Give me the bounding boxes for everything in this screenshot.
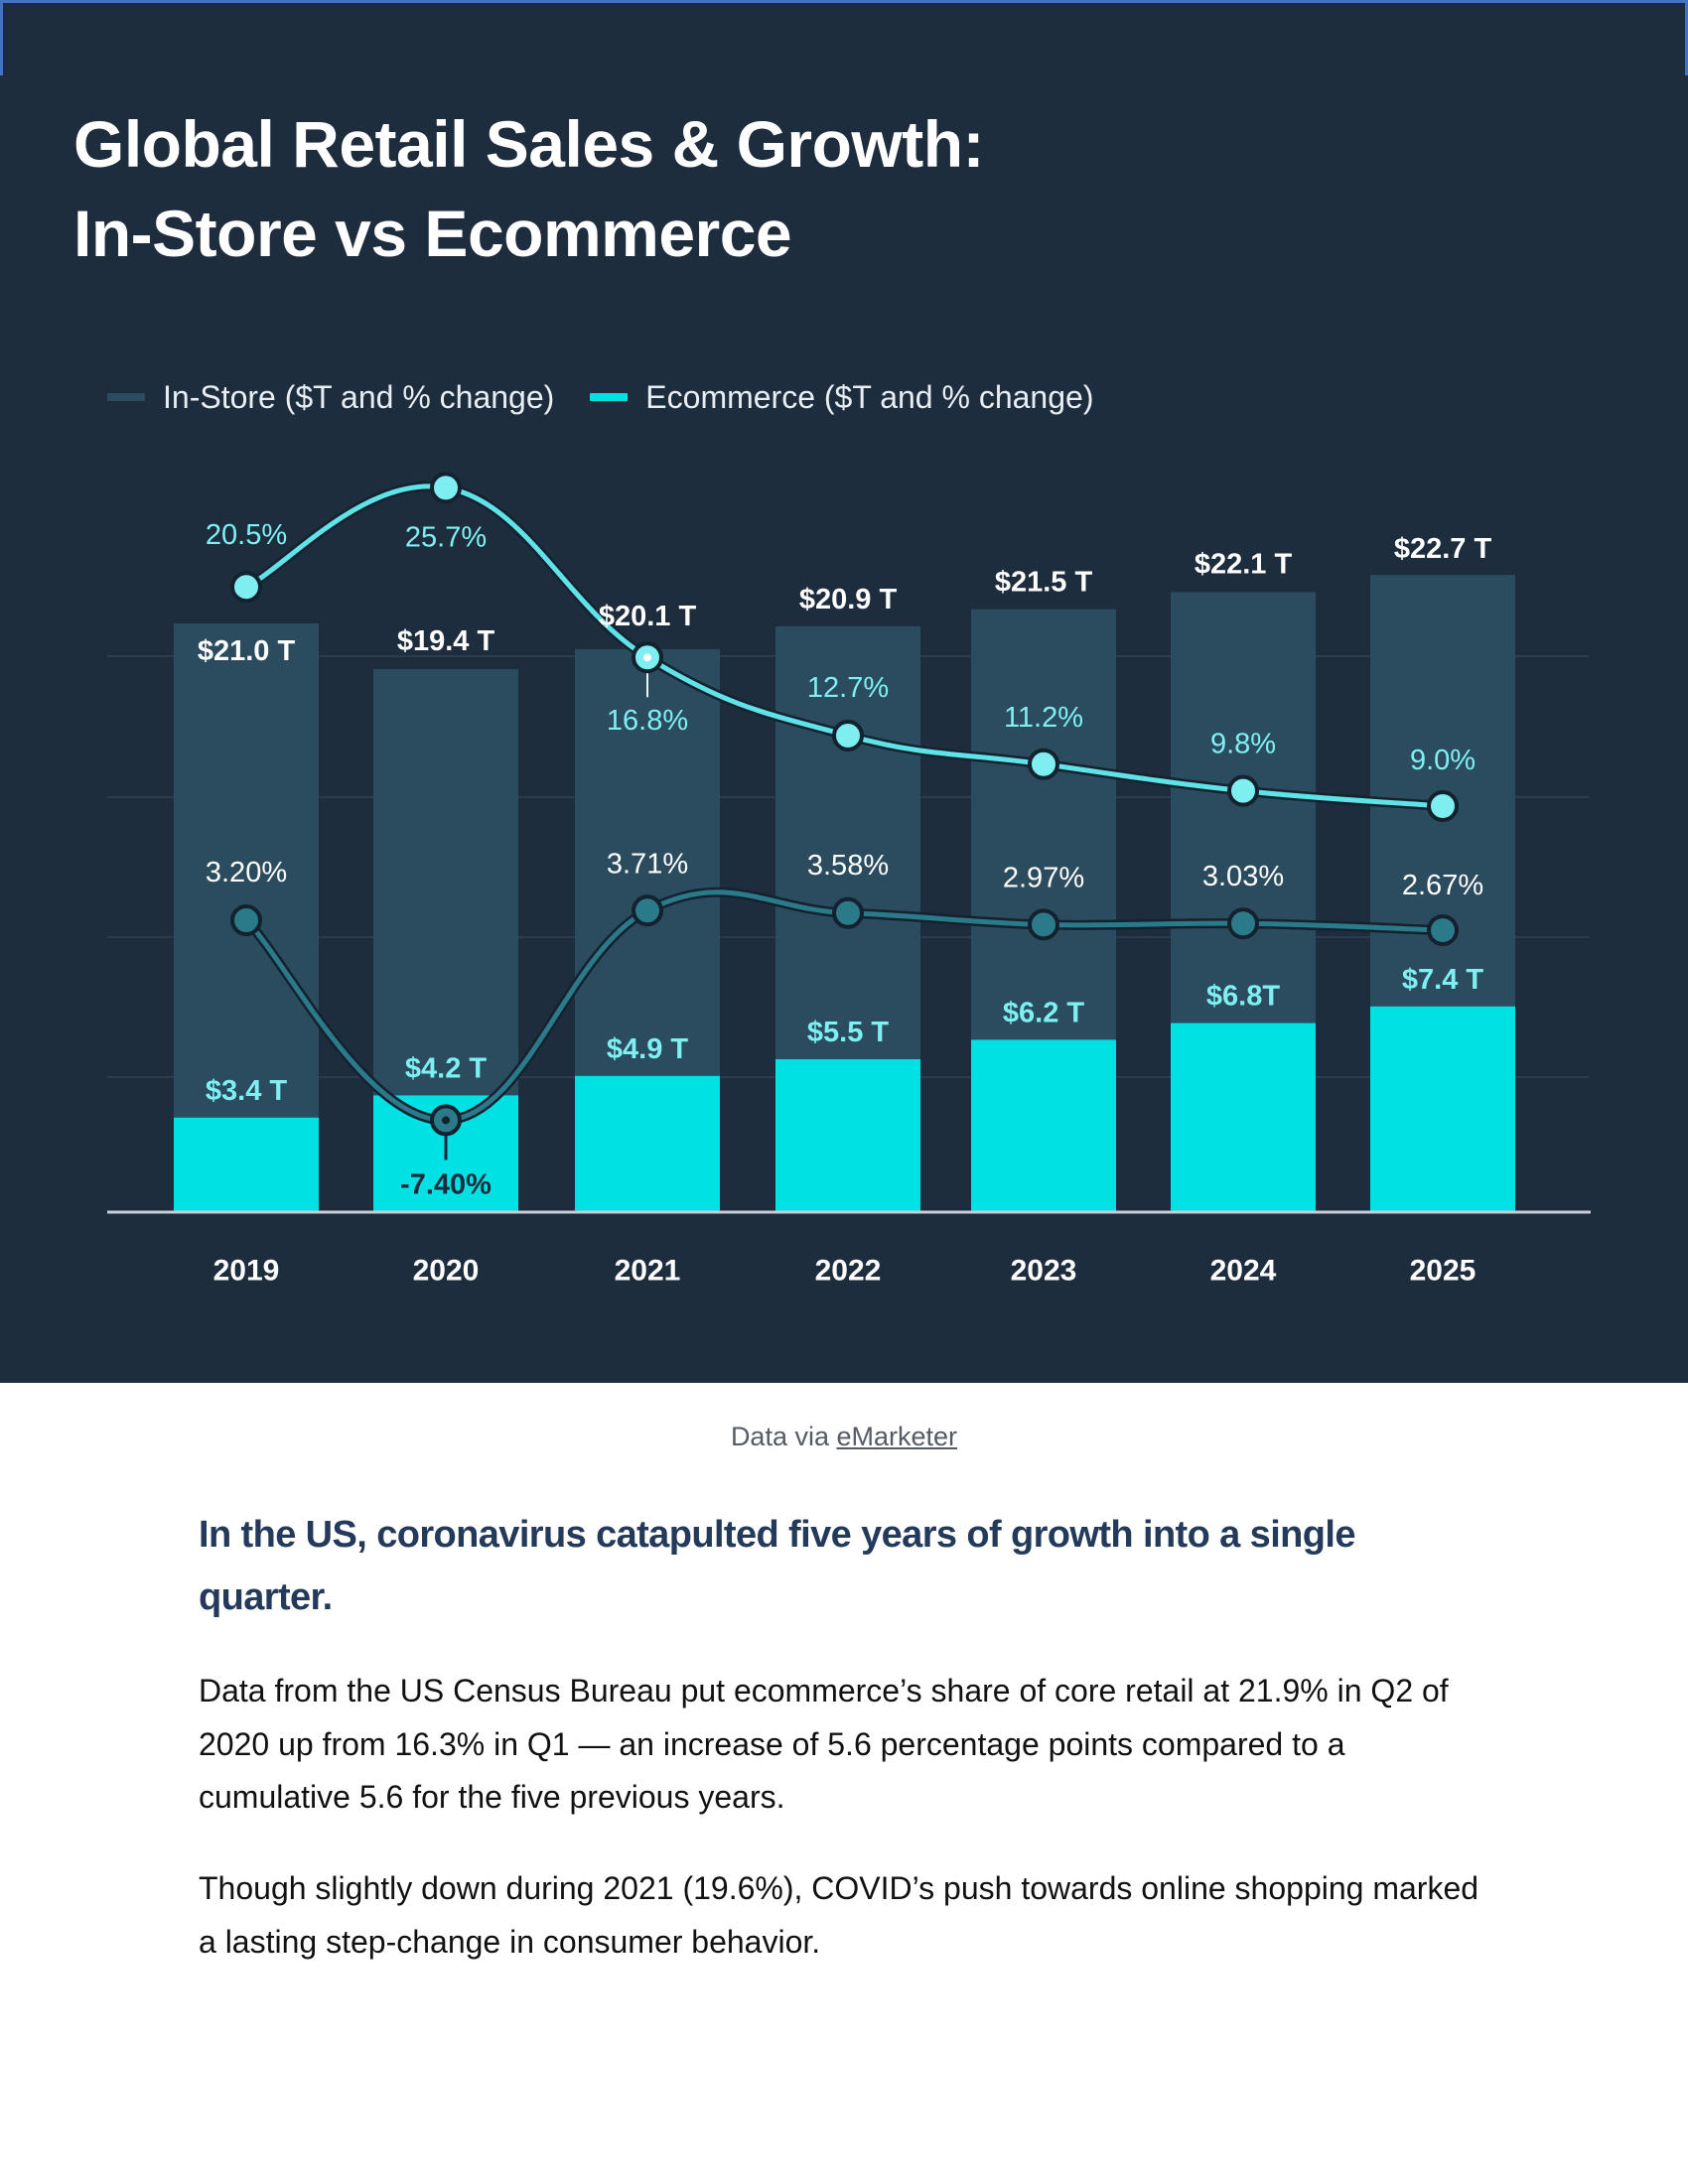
x-tick-label-2023: 2023 [1011,1255,1077,1288]
label-ecommerce-growth-2023: 11.2% [1004,702,1083,734]
bar-ecommerce-2024 [1171,1023,1316,1212]
bar-ecommerce-2025 [1370,1006,1515,1212]
legend-label-ecommerce: Ecommerce ($T and % change) [645,378,1094,415]
label-ecommerce-value-2025: $7.4 T [1402,964,1483,996]
label-instore-growth-2023: 2.97% [1003,862,1084,893]
x-tick-label-2025: 2025 [1410,1255,1477,1288]
point-center-ecommerce-2021 [643,653,651,662]
label-ecommerce-growth-2025: 9.0% [1410,745,1476,776]
label-instore-growth-2022: 3.58% [807,850,889,882]
label-instore-growth-2019: 3.20% [206,857,287,888]
selection-frame-top [0,0,1688,3]
point-instore-growth-2023 [1028,908,1059,941]
article-heading: In the US, coronavirus catapulted five y… [199,1514,1355,1618]
selection-frame-right [1685,0,1688,75]
bar-ecommerce-2019 [174,1117,319,1212]
legend-item-ecommerce: Ecommerce ($T and % change) [590,379,1093,416]
article-paragraph-1: Data from the US Census Bureau put ecomm… [199,1673,1449,1815]
point-center-instore-2020 [442,1116,450,1125]
point-instore-growth-2021 [632,894,663,927]
legend-swatch-ecommerce [590,393,629,401]
legend-label-instore: In-Store ($T and % change) [163,378,555,415]
bar-ecommerce-2022 [775,1059,920,1212]
source-link-emarketer[interactable]: eMarketer [836,1422,958,1451]
label-ecommerce-growth-2024: 9.8% [1210,729,1276,760]
legend-item-instore: In-Store ($T and % change) [107,379,554,416]
label-instore-value-2020: $19.4 T [397,625,495,657]
label-instore-value-2024: $22.1 T [1195,548,1293,580]
selection-frame-left [0,0,3,75]
label-instore-value-2021: $20.1 T [599,601,697,632]
x-tick-label-2019: 2019 [213,1255,280,1288]
label-instore-growth-2025: 2.67% [1402,870,1483,901]
label-instore-growth-2020: -7.40% [400,1168,492,1200]
x-axis-tick-labels: 2019 2020 2021 2022 2023 2024 2025 [213,1255,1477,1288]
legend-swatch-instore [107,393,145,401]
point-ecommerce-growth-2020 [430,472,462,504]
point-instore-growth-2024 [1227,907,1259,940]
label-instore-growth-2021: 3.71% [607,848,688,880]
label-ecommerce-growth-2020: 25.7% [405,521,487,553]
bar-ecommerce-2023 [971,1039,1116,1212]
point-instore-growth-2019 [230,904,262,936]
data-labels: $21.0 T $19.4 T $20.1 T $20.9 T $21.5 T $22.1… [198,519,1492,1200]
chart-title-line2: In-Store vs Ecommerce [73,197,792,270]
point-ecommerce-growth-2019 [230,571,262,604]
label-instore-value-2019: $21.0 T [198,635,296,667]
bar-ecommerce-2021 [575,1075,720,1212]
point-ecommerce-growth-2025 [1427,790,1459,822]
label-ecommerce-growth-2021: 16.8% [607,705,688,737]
point-ecommerce-growth-2024 [1227,774,1259,807]
article-paragraph-2: Though slightly down during 2021 (19.6%)… [199,1870,1479,1960]
bars [174,575,1515,1212]
point-instore-growth-2022 [832,896,864,929]
label-ecommerce-value-2021: $4.9 T [607,1033,688,1065]
chart-title: Global Retail Sales & Growth: In-Store v… [73,99,985,278]
point-ecommerce-growth-2023 [1028,748,1059,780]
label-instore-value-2025: $22.7 T [1394,533,1492,565]
point-instore-growth-2025 [1427,914,1459,947]
label-ecommerce-growth-2022: 12.7% [807,672,889,704]
chart-legend: In-Store ($T and % change) Ecommerce ($T… [107,375,1129,419]
x-tick-label-2022: 2022 [815,1255,882,1288]
label-ecommerce-value-2023: $6.2 T [1003,997,1084,1028]
label-ecommerce-value-2019: $3.4 T [206,1075,287,1107]
point-ecommerce-growth-2022 [832,719,864,751]
growth-lines [230,472,1459,1160]
chart-title-line1: Global Retail Sales & Growth: [73,107,985,181]
x-tick-label-2024: 2024 [1210,1255,1277,1288]
chart-plot: $21.0 T $19.4 T $20.1 T $20.9 T $21.5 T $22.1… [107,472,1591,1288]
label-ecommerce-growth-2019: 20.5% [206,519,287,551]
label-ecommerce-value-2020: $4.2 T [405,1052,487,1084]
data-source-caption: Data via eMarketer [0,1422,1688,1452]
label-instore-value-2023: $21.5 T [995,567,1093,599]
label-instore-value-2022: $20.9 T [799,584,898,615]
x-tick-label-2021: 2021 [615,1255,681,1288]
label-instore-growth-2024: 3.03% [1202,861,1284,892]
source-prefix: Data via [730,1422,837,1451]
label-ecommerce-value-2024: $6.8T [1206,981,1280,1013]
x-tick-label-2020: 2020 [413,1255,480,1288]
label-ecommerce-value-2022: $5.5 T [807,1017,889,1048]
